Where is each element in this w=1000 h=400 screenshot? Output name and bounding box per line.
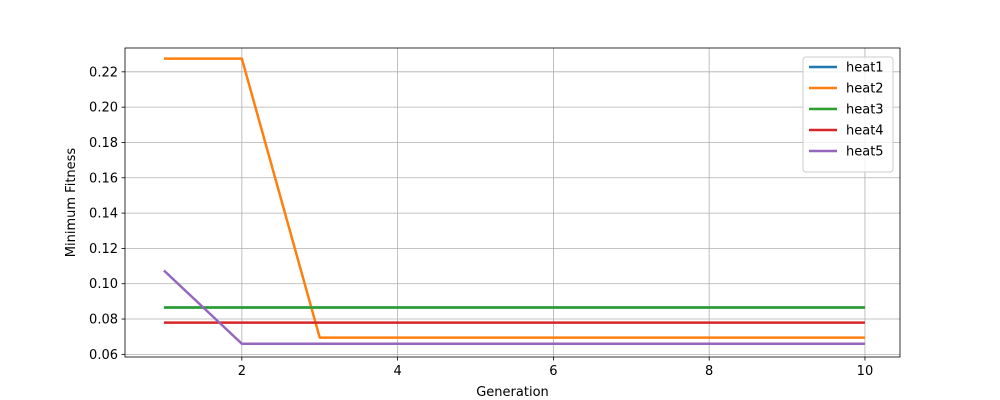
y-tick-label: 0.12 bbox=[89, 242, 118, 257]
y-axis-label: Minimum Fitness bbox=[64, 148, 79, 258]
series-line-heat2 bbox=[163, 57, 865, 339]
legend-label-heat2: heat2 bbox=[846, 82, 884, 97]
legend-label-heat5: heat5 bbox=[846, 145, 884, 160]
y-tick-label: 0.16 bbox=[89, 171, 118, 186]
y-tick-label: 0.18 bbox=[89, 136, 118, 151]
legend: heat1 heat2 heat3 heat4 heat5 bbox=[802, 56, 894, 173]
grid-lines bbox=[125, 48, 900, 357]
x-tick-label: 2 bbox=[238, 364, 246, 379]
y-tick-label: 0.22 bbox=[89, 65, 118, 80]
x-tick-label: 10 bbox=[857, 364, 874, 379]
x-tick-label: 6 bbox=[549, 364, 557, 379]
x-tick-label: 4 bbox=[393, 364, 401, 379]
y-tick-label: 0.06 bbox=[89, 348, 118, 363]
legend-label-heat3: heat3 bbox=[846, 103, 884, 118]
y-tick-label: 0.14 bbox=[89, 207, 118, 222]
legend-label-heat1: heat1 bbox=[846, 61, 884, 76]
y-tick-label: 0.10 bbox=[89, 277, 118, 292]
axes-frame bbox=[124, 47, 901, 358]
y-tick-label: 0.20 bbox=[89, 101, 118, 116]
x-tick-label: 8 bbox=[705, 364, 713, 379]
plot-lines bbox=[163, 57, 865, 346]
axis-ticks: 2 4 6 8 10 0.06 0.08 0.10 0.12 0.14 0.16 0.18 0.20 0.… bbox=[89, 65, 873, 379]
series-line-heat5 bbox=[163, 269, 865, 346]
legend-label-heat4: heat4 bbox=[846, 124, 884, 139]
x-axis-label: Generation bbox=[476, 385, 549, 400]
y-tick-label: 0.08 bbox=[89, 313, 118, 328]
legend-box bbox=[802, 56, 894, 173]
